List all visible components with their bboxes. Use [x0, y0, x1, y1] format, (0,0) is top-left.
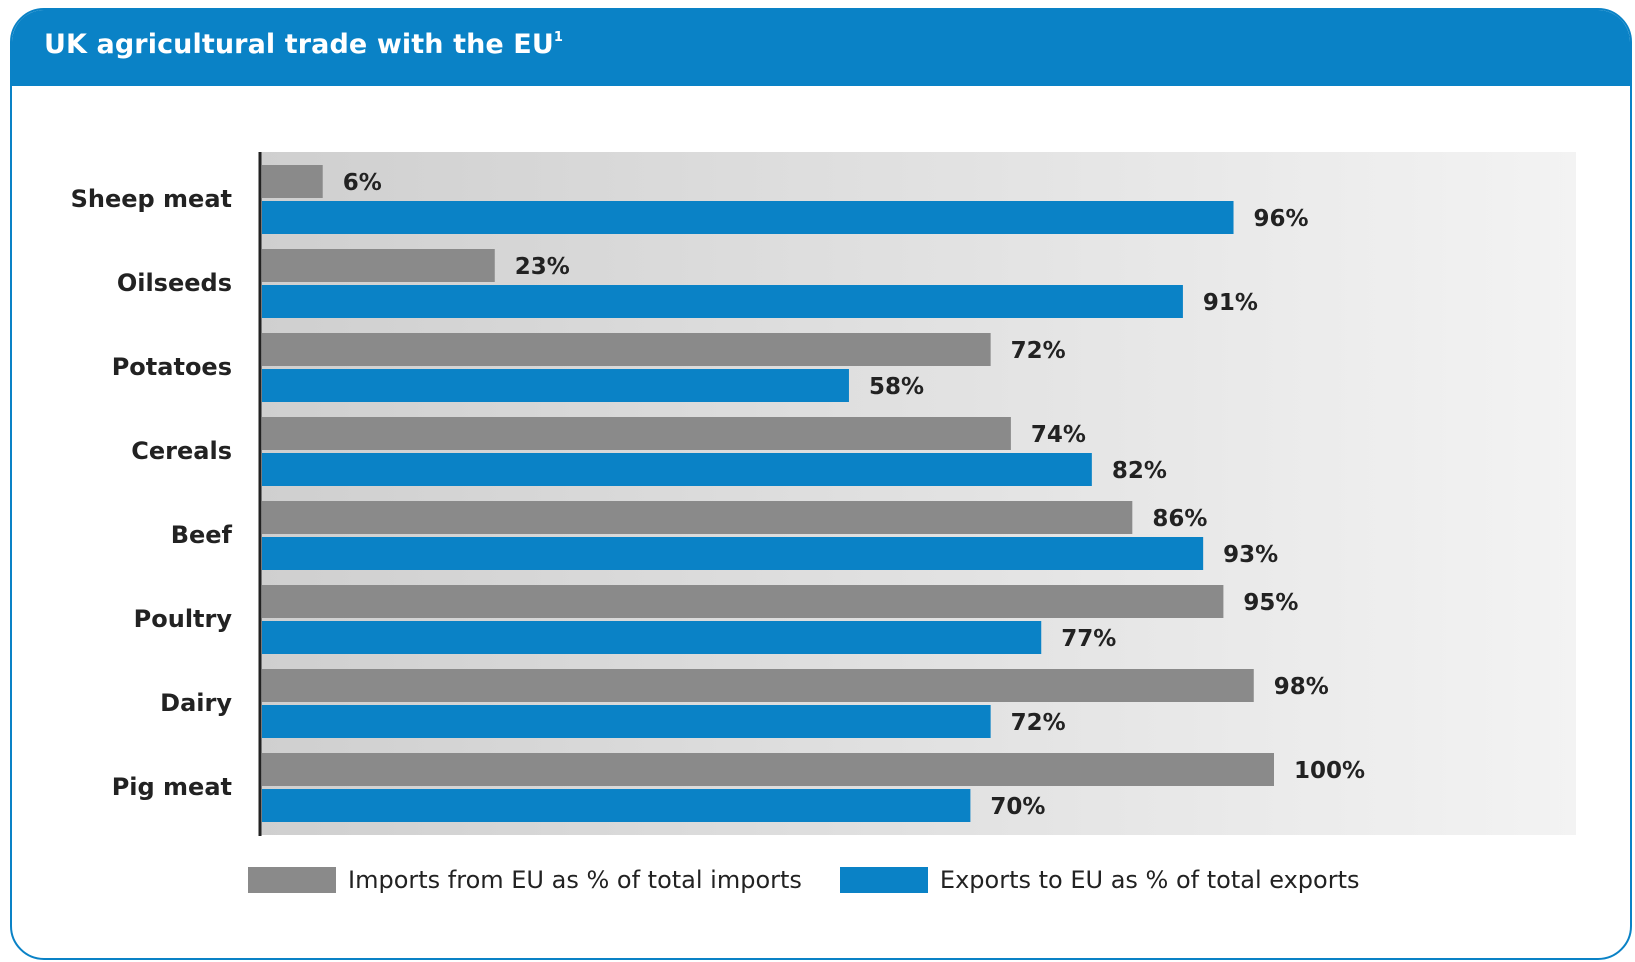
chart-title-text: UK agricultural trade with the EU: [44, 29, 554, 60]
category-label-beef: Beef: [171, 521, 233, 549]
card-header: UK agricultural trade with the EU1: [12, 10, 1630, 86]
bar-imports-potatoes: [262, 333, 991, 366]
bar-exports-potatoes: [262, 369, 849, 402]
bar-exports-cereals: [262, 453, 1092, 486]
legend-item-exports: Exports to EU as % of total exports: [839, 866, 1360, 894]
data-label-exports-oilseeds: 91%: [1203, 290, 1258, 316]
bar-exports-poultry: [262, 621, 1042, 654]
bar-imports-dairy: [262, 669, 1254, 702]
data-label-imports-poultry: 95%: [1243, 590, 1298, 616]
data-label-imports-pig-meat: 100%: [1294, 758, 1365, 784]
data-label-imports-dairy: 98%: [1274, 674, 1329, 700]
data-label-exports-cereals: 82%: [1112, 458, 1167, 484]
data-label-exports-dairy: 72%: [1011, 710, 1066, 736]
data-label-exports-potatoes: 58%: [869, 374, 924, 400]
data-label-exports-poultry: 77%: [1061, 626, 1116, 652]
category-label-sheep-meat: Sheep meat: [71, 185, 232, 213]
category-label-poultry: Poultry: [134, 605, 233, 633]
bar-imports-beef: [262, 501, 1133, 534]
legend-label-imports: Imports from EU as % of total imports: [348, 866, 802, 894]
category-label-pig-meat: Pig meat: [112, 773, 232, 801]
bar-exports-pig-meat: [262, 789, 971, 822]
footnote-marker: 1: [553, 30, 564, 45]
data-label-imports-beef: 86%: [1152, 506, 1207, 532]
chart-legend: Imports from EU as % of total imports Ex…: [248, 866, 1360, 894]
data-label-exports-pig-meat: 70%: [990, 794, 1045, 820]
category-label-oilseeds: Oilseeds: [117, 269, 232, 297]
category-label-dairy: Dairy: [160, 689, 232, 717]
data-label-imports-cereals: 74%: [1031, 422, 1086, 448]
legend-label-exports: Exports to EU as % of total exports: [939, 866, 1360, 894]
legend-swatch-exports: [839, 867, 928, 893]
bar-exports-beef: [262, 537, 1204, 570]
legend-swatch-imports: [248, 867, 336, 893]
data-label-imports-sheep-meat: 6%: [343, 170, 382, 196]
bar-imports-sheep-meat: [262, 165, 323, 198]
legend-item-imports: Imports from EU as % of total imports: [248, 866, 802, 894]
data-label-exports-sheep-meat: 96%: [1254, 206, 1309, 232]
bar-imports-poultry: [262, 585, 1224, 618]
category-label-potatoes: Potatoes: [112, 353, 232, 381]
bar-imports-cereals: [262, 417, 1011, 450]
bar-imports-oilseeds: [262, 249, 495, 282]
category-label-cereals: Cereals: [131, 437, 232, 465]
data-label-imports-oilseeds: 23%: [515, 254, 570, 280]
bar-imports-pig-meat: [262, 753, 1274, 786]
bar-exports-oilseeds: [262, 285, 1183, 318]
data-label-exports-beef: 93%: [1223, 542, 1278, 568]
bar-exports-sheep-meat: [262, 201, 1234, 234]
bar-exports-dairy: [262, 705, 991, 738]
chart-title: UK agricultural trade with the EU1: [44, 29, 563, 60]
data-label-imports-potatoes: 72%: [1011, 338, 1066, 364]
